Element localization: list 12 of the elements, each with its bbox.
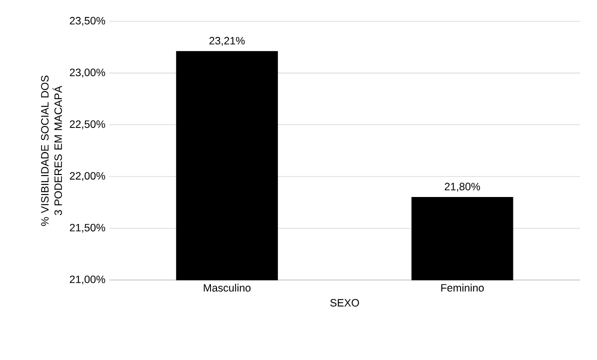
x-tick-label: Feminino: [441, 284, 484, 292]
y-tick-label: 23,50%: [70, 16, 106, 26]
x-axis-title: SEXO: [330, 299, 359, 307]
y-tick-label: 22,00%: [70, 172, 106, 181]
x-tick-label: Masculino: [204, 284, 251, 292]
y-tick-label: 21,50%: [70, 224, 106, 233]
y-tick-label: 23,00%: [70, 68, 106, 78]
data-label: 21,80%: [444, 182, 480, 192]
y-tick-label: 21,00%: [70, 276, 106, 284]
y-axis-title: % VISIBILIDADE SOCIAL DOS 3 PODERES EM MACAPÁ: [41, 76, 62, 226]
data-label: 23,21%: [209, 36, 245, 46]
y-tick-label: 22,50%: [70, 120, 106, 130]
